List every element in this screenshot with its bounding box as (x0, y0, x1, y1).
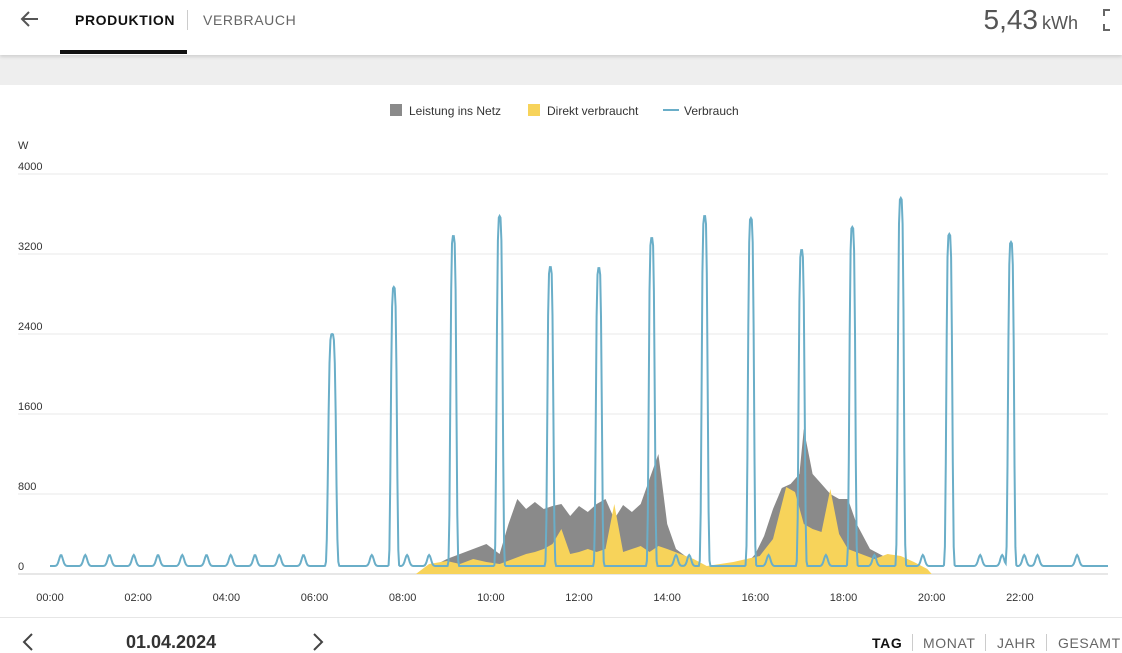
x-tick-label: 00:00 (36, 592, 64, 604)
chart-grid (18, 173, 1108, 575)
x-tick-label: 08:00 (389, 592, 417, 604)
total-production: 5,43 kWh (984, 4, 1079, 36)
period-divider (912, 634, 913, 651)
y-tick-label: 800 (18, 481, 36, 493)
tab-verbrauch[interactable]: VERBRAUCH (203, 12, 297, 28)
selected-date[interactable]: 01.04.2024 (126, 632, 217, 652)
period-jahr[interactable]: JAHR (997, 635, 1036, 651)
x-axis: 00:00 02:00 04:00 06:00 08:00 10:00 12:00 14:00… (36, 592, 1033, 604)
period-tag[interactable]: TAG (872, 635, 903, 651)
production-chart: Leistung ins Netz Direkt verbraucht Verb… (18, 104, 1108, 604)
period-monat[interactable]: MONAT (923, 635, 976, 651)
x-tick-label: 04:00 (213, 592, 241, 604)
y-tick-label: 4000 (18, 161, 42, 173)
tab-divider (187, 10, 188, 30)
y-tick-label: 0 (18, 561, 24, 573)
chart-legend: Leistung ins Netz Direkt verbraucht Verb… (390, 104, 739, 118)
chart-lines (50, 195, 1108, 567)
legend-swatch-direct (528, 104, 540, 116)
fullscreen-icon[interactable] (1102, 8, 1122, 32)
legend-swatch-feed (390, 104, 402, 116)
y-tick-label: 3200 (18, 241, 42, 253)
legend-label-direct[interactable]: Direkt verbraucht (547, 104, 639, 118)
period-divider (985, 634, 986, 651)
bottom-bar: 01.04.2024 TAG MONAT JAHR GESAMT (0, 617, 1122, 652)
legend-label-feed[interactable]: Leistung ins Netz (409, 104, 501, 118)
y-tick-label: 1600 (18, 401, 42, 413)
arrow-left-icon[interactable] (18, 8, 42, 30)
x-tick-label: 16:00 (742, 592, 770, 604)
total-unit: kWh (1042, 13, 1078, 33)
x-tick-label: 22:00 (1006, 592, 1034, 604)
legend-label-consumption[interactable]: Verbrauch (684, 104, 739, 118)
active-tab-indicator (60, 50, 187, 54)
period-gesamt[interactable]: GESAMT (1058, 635, 1121, 651)
chevron-left-icon[interactable] (20, 632, 36, 652)
y-tick-label: 2400 (18, 321, 42, 333)
x-tick-label: 18:00 (830, 592, 858, 604)
tab-produktion[interactable]: PRODUKTION (75, 12, 176, 28)
toolbar-band (0, 55, 1122, 85)
series-line-consumption (50, 195, 1108, 567)
chevron-right-icon[interactable] (310, 632, 326, 652)
x-tick-label: 10:00 (477, 592, 505, 604)
x-tick-label: 20:00 (918, 592, 946, 604)
y-axis-unit: W (18, 140, 29, 152)
x-tick-label: 06:00 (301, 592, 329, 604)
x-tick-label: 12:00 (565, 592, 593, 604)
total-value: 5,43 (983, 4, 1039, 35)
period-divider (1046, 634, 1047, 651)
x-tick-label: 02:00 (124, 592, 152, 604)
chart-areas (415, 429, 932, 574)
top-bar: PRODUKTION VERBRAUCH 5,43 kWh (0, 0, 1122, 55)
y-axis: 0 800 1600 2400 3200 4000 (18, 161, 42, 573)
x-tick-label: 14:00 (653, 592, 681, 604)
